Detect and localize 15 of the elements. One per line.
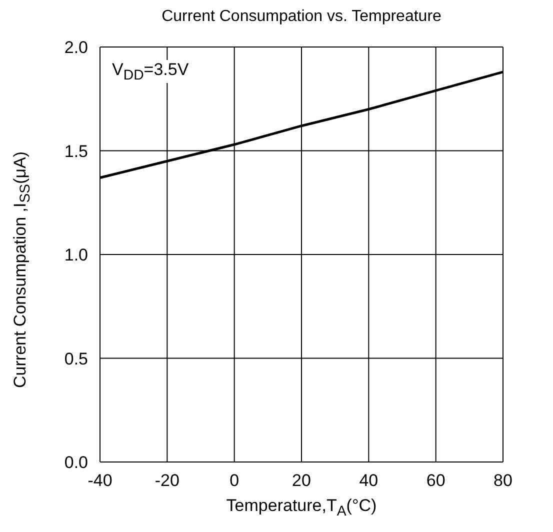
y-tick-label: 1.5 xyxy=(64,142,88,161)
y-tick-label: 0.0 xyxy=(64,453,88,472)
x-axis-title: Temperature,T$_{A}$(°C) xyxy=(225,496,378,520)
chart-title: Current Consumpation vs. Tempreature xyxy=(160,8,442,26)
y-tick-label: 1.0 xyxy=(64,246,88,265)
x-tick-label: -40 xyxy=(88,471,112,490)
x-tick-label: 60 xyxy=(426,471,446,490)
x-tick-label: 20 xyxy=(292,471,311,490)
x-tick-label: -20 xyxy=(154,471,180,490)
x-tick-label: 0 xyxy=(230,471,240,490)
x-tick-label: 40 xyxy=(359,471,378,490)
y-tick-label: 0.5 xyxy=(64,349,88,368)
annotation: V$_{DD}$=3.5V xyxy=(112,60,189,84)
y-tick-label: 2.0 xyxy=(64,38,88,58)
x-tick-label: 80 xyxy=(494,471,512,490)
